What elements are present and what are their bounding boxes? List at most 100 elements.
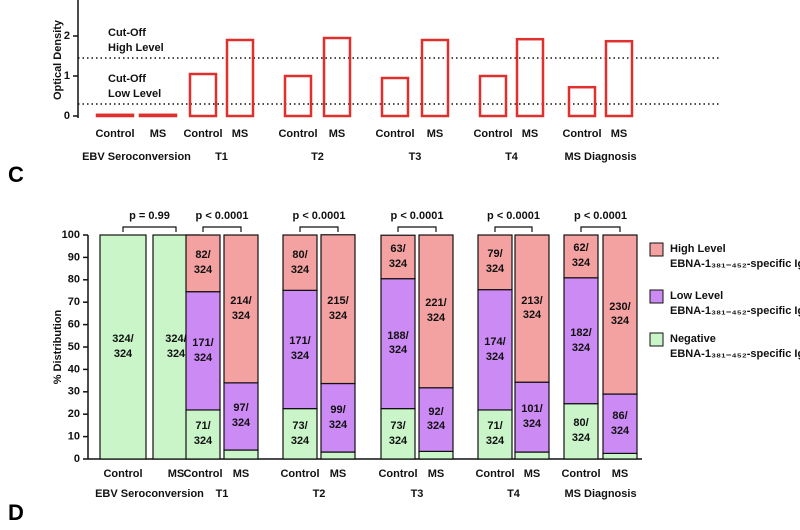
x-tick-label: Control	[280, 468, 319, 480]
p-value: p < 0.0001	[293, 210, 346, 222]
value-label: 71/ 324	[193, 420, 213, 448]
y-tick-label: 60	[68, 319, 80, 331]
group-label: T2	[313, 488, 326, 500]
value-label: 174/ 324	[484, 335, 506, 363]
y-tick-label: 70	[68, 296, 80, 308]
value-label: 215/ 324	[327, 295, 349, 323]
bar-segment	[514, 451, 550, 460]
bar-segment	[380, 278, 416, 410]
x-tick-label: Control	[562, 128, 601, 140]
bar-segment	[223, 382, 259, 451]
bar-segment	[99, 234, 147, 460]
x-tick-label: MS	[232, 128, 249, 140]
value-label: 71/ 324	[485, 420, 505, 448]
bar-segment	[418, 450, 454, 460]
legend-swatch	[649, 289, 664, 304]
bar	[283, 74, 313, 118]
bar-segment	[602, 393, 638, 455]
value-label: 101/ 324	[521, 403, 543, 431]
p-value: p < 0.0001	[391, 210, 444, 222]
value-label: 213/ 324	[521, 294, 543, 322]
group-label: EBV Seroconversion	[95, 488, 204, 500]
x-tick-label: MS	[168, 468, 185, 480]
bar	[515, 37, 545, 118]
legend-swatch	[649, 242, 664, 257]
value-label: 99/ 324	[328, 403, 348, 431]
y-tick-label: 40	[68, 363, 80, 375]
bar-segment	[563, 403, 599, 460]
value-label: 97/ 324	[231, 402, 251, 430]
y-tick-label: 30	[68, 386, 80, 398]
bar	[225, 38, 255, 118]
x-tick-label: Control	[103, 468, 142, 480]
x-tick-label: MS	[329, 128, 346, 140]
bar-segment	[514, 234, 550, 383]
bar-segment	[320, 382, 356, 453]
bar-segment	[563, 234, 599, 279]
x-tick-label: Control	[95, 128, 134, 140]
panel-label: C	[8, 162, 24, 187]
value-label: 324/ 324	[165, 333, 187, 360]
group-label: T2	[311, 151, 324, 163]
p-value: p < 0.0001	[487, 210, 540, 222]
value-label: 62/ 324	[571, 242, 591, 270]
value-label: 92/ 324	[426, 405, 446, 433]
group-label: MS Diagnosis	[564, 151, 636, 163]
bar-segment	[418, 387, 454, 452]
y-axis-label: % Distribution	[52, 309, 64, 384]
value-label: 221/ 324	[425, 297, 447, 325]
legend-label: Negative EBNA-1₃₈₁₋₄₅₂-specific IgG	[670, 333, 800, 360]
x-tick-label: MS	[150, 128, 167, 140]
x-tick-label: MS	[612, 468, 629, 480]
bar-segment	[320, 234, 356, 385]
bar-segment	[282, 289, 318, 410]
y-tick-label: 0	[64, 110, 70, 122]
bar-segment	[477, 234, 513, 291]
group-label: T1	[215, 151, 228, 163]
bar	[604, 39, 634, 118]
x-tick-label: MS	[524, 468, 541, 480]
x-tick-label: Control	[473, 128, 512, 140]
bar-segment	[185, 409, 221, 460]
x-tick-label: MS	[427, 128, 444, 140]
y-tick-label: 90	[68, 251, 80, 263]
value-label: 82/ 324	[193, 249, 213, 277]
y-axis-label: Optical Density	[52, 19, 64, 100]
value-label: 324/ 324	[112, 333, 134, 360]
value-label: 188/ 324	[387, 329, 409, 357]
bar-segment	[380, 408, 416, 460]
y-tick-label: 80	[68, 274, 80, 286]
value-label: 79/ 324	[485, 248, 505, 276]
bar-segment	[514, 381, 550, 453]
x-tick-label: MS	[522, 128, 539, 140]
legend-swatch	[649, 332, 664, 347]
significance-bracket	[397, 226, 437, 232]
legend-label: High Level EBNA-1₃₈₁₋₄₅₂-specific IgG	[670, 243, 800, 270]
x-tick-label: MS	[330, 468, 347, 480]
cutoff-label: Cut-Off High Level	[108, 27, 164, 54]
value-label: 230/ 324	[609, 300, 631, 328]
value-label: 171/ 324	[192, 336, 214, 364]
p-value: p < 0.0001	[574, 210, 627, 222]
bar	[478, 74, 508, 118]
group-label: T4	[505, 151, 519, 163]
x-tick-label: Control	[561, 468, 600, 480]
x-tick-label: Control	[475, 468, 514, 480]
group-label: T1	[216, 488, 229, 500]
x-tick-label: MS	[428, 468, 445, 480]
p-value: p < 0.0001	[196, 210, 249, 222]
x-tick-label: Control	[375, 128, 414, 140]
bar-segment	[602, 234, 638, 395]
value-label: 214/ 324	[230, 295, 252, 322]
bar-segment	[185, 234, 221, 293]
bar-segment	[282, 234, 318, 291]
y-tick-label: 2	[64, 30, 70, 42]
significance-bracket	[202, 226, 242, 232]
bar	[138, 113, 178, 118]
bar-segment	[320, 451, 356, 460]
value-label: 73/ 324	[290, 419, 310, 447]
x-tick-label: MS	[233, 468, 250, 480]
bar-segment	[477, 289, 513, 411]
group-label: EBV Seroconversion	[82, 151, 191, 163]
